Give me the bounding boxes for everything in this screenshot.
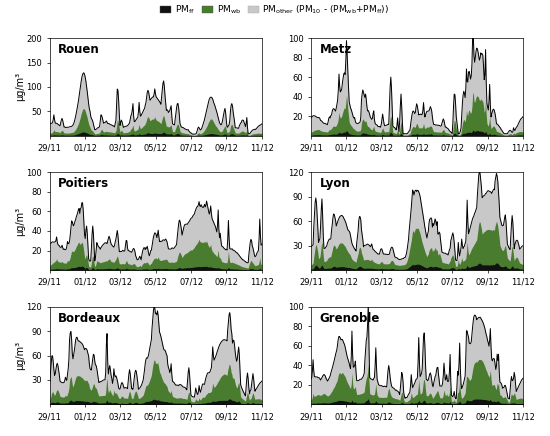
Y-axis label: μg/m³: μg/m³	[15, 72, 25, 102]
Text: Bordeaux: Bordeaux	[58, 312, 122, 325]
Text: Metz: Metz	[320, 43, 352, 56]
Text: Rouen: Rouen	[58, 43, 100, 56]
Text: Lyon: Lyon	[320, 177, 350, 191]
Legend: PM$_{\rm ff}$, PM$_{\rm wb}$, PM$_{\rm other}$ (PM$_{\rm 10}$ - (PM$_{\rm wb}$+P: PM$_{\rm ff}$, PM$_{\rm wb}$, PM$_{\rm o…	[157, 0, 393, 20]
Y-axis label: μg/m³: μg/m³	[15, 341, 25, 370]
Y-axis label: μg/m³: μg/m³	[15, 207, 25, 236]
Text: Grenoble: Grenoble	[320, 312, 380, 325]
Text: Poitiers: Poitiers	[58, 177, 109, 191]
